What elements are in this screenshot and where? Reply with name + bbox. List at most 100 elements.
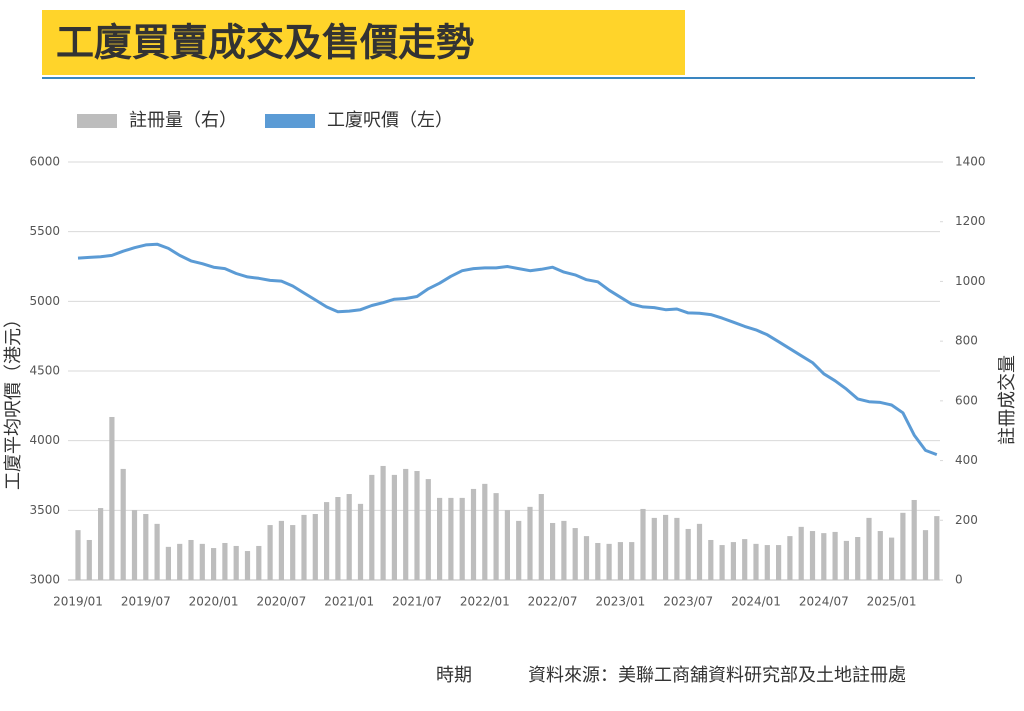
bar: [165, 546, 171, 580]
bar: [346, 494, 352, 580]
x-tick-label: 2019/01: [53, 595, 103, 609]
y2-tick-label: 800: [955, 334, 978, 348]
line: [77, 242, 938, 457]
bar: [934, 516, 940, 580]
legend-swatch: [265, 114, 315, 128]
bar: [425, 479, 431, 580]
y2-tick-label: 1000: [955, 274, 986, 288]
bar: [866, 517, 872, 580]
bar: [154, 523, 160, 580]
bar: [606, 543, 612, 580]
bar: [290, 525, 296, 580]
bar: [922, 530, 929, 580]
y2-tick-label: 1400: [955, 155, 986, 169]
bar: [889, 537, 895, 580]
bar: [459, 497, 465, 580]
y-tick-label: 5500: [29, 224, 60, 238]
bar: [177, 543, 183, 580]
y2-tick-label: 0: [955, 573, 963, 587]
x-tick-label: 2020/01: [189, 595, 239, 609]
x-axis-label: 時期: [436, 665, 472, 686]
bar: [821, 533, 827, 580]
x-tick-label: 2021/07: [392, 595, 442, 609]
bar: [267, 525, 273, 580]
bar: [211, 548, 217, 580]
bar: [357, 503, 364, 580]
bar: [527, 506, 533, 580]
bar: [787, 536, 793, 580]
bar: [617, 542, 623, 580]
legend-label: 工廈呎價（左）: [327, 110, 453, 131]
bar: [109, 416, 115, 580]
bar: [855, 537, 861, 580]
bar: [708, 539, 714, 580]
bar: [493, 493, 499, 580]
x-tick-label: 2025/01: [867, 595, 917, 609]
legend-swatch: [77, 114, 117, 128]
x-tick-label: 2019/07: [121, 595, 171, 609]
source: 資料來源：美聯工商舖資料研究部及土地註冊處: [528, 665, 906, 686]
bar: [222, 542, 228, 580]
x-tick-label: 2024/01: [731, 595, 781, 609]
bar: [809, 531, 816, 580]
bar: [719, 545, 725, 580]
bar: [877, 531, 883, 580]
bar: [911, 499, 917, 580]
title-box: [42, 10, 685, 75]
bar: [437, 497, 443, 580]
bar: [131, 510, 138, 580]
y-tick-label: 3500: [29, 503, 60, 517]
bar: [730, 542, 736, 580]
bar: [640, 508, 646, 580]
bar: [380, 465, 386, 580]
bar: [663, 514, 669, 580]
y-tick-label: 5000: [29, 294, 60, 308]
bar: [832, 531, 838, 580]
x-tick-label: 2021/01: [324, 595, 374, 609]
bar: [256, 545, 262, 580]
bar: [482, 483, 488, 580]
bar: [572, 528, 578, 580]
bar: [843, 540, 849, 580]
bar: [538, 494, 544, 580]
x-tick-label: 2020/07: [256, 595, 306, 609]
legend-label: 註冊量（右）: [129, 110, 237, 131]
bar: [278, 520, 284, 580]
x-tick-label: 2024/07: [799, 595, 849, 609]
bar: [301, 514, 307, 580]
bar: [188, 539, 194, 580]
bar: [516, 520, 522, 580]
bar: [312, 514, 318, 580]
bar: [504, 510, 510, 580]
bar: [369, 474, 375, 580]
y-axis-label: 工廈平均呎價（港元）: [3, 310, 24, 490]
y-tick-label: 6000: [29, 155, 60, 169]
bar: [98, 508, 104, 580]
x-tick-label: 2022/01: [460, 595, 510, 609]
bar: [550, 522, 556, 580]
bar: [696, 523, 703, 580]
bar: [674, 517, 680, 580]
y-tick-label: 4000: [29, 433, 60, 447]
bar: [470, 488, 477, 580]
chart-title: 工廈買賣成交及售價走勢: [56, 21, 474, 65]
bar: [595, 542, 601, 580]
bar: [120, 468, 126, 580]
y2-tick-label: 600: [955, 393, 978, 407]
bar: [764, 545, 770, 580]
bar: [324, 502, 330, 580]
bar: [403, 468, 409, 580]
bar: [651, 517, 657, 580]
x-tick-label: 2023/01: [595, 595, 645, 609]
bar: [753, 543, 759, 580]
y-tick-label: 3000: [29, 573, 60, 587]
y2-axis-label: 註冊成交量: [997, 355, 1018, 445]
bar: [391, 474, 397, 580]
bar: [233, 545, 239, 580]
bar: [335, 496, 341, 580]
y-tick-label: 4500: [29, 364, 60, 378]
bar: [75, 530, 81, 580]
bar: [448, 497, 454, 580]
bar: [900, 512, 906, 580]
